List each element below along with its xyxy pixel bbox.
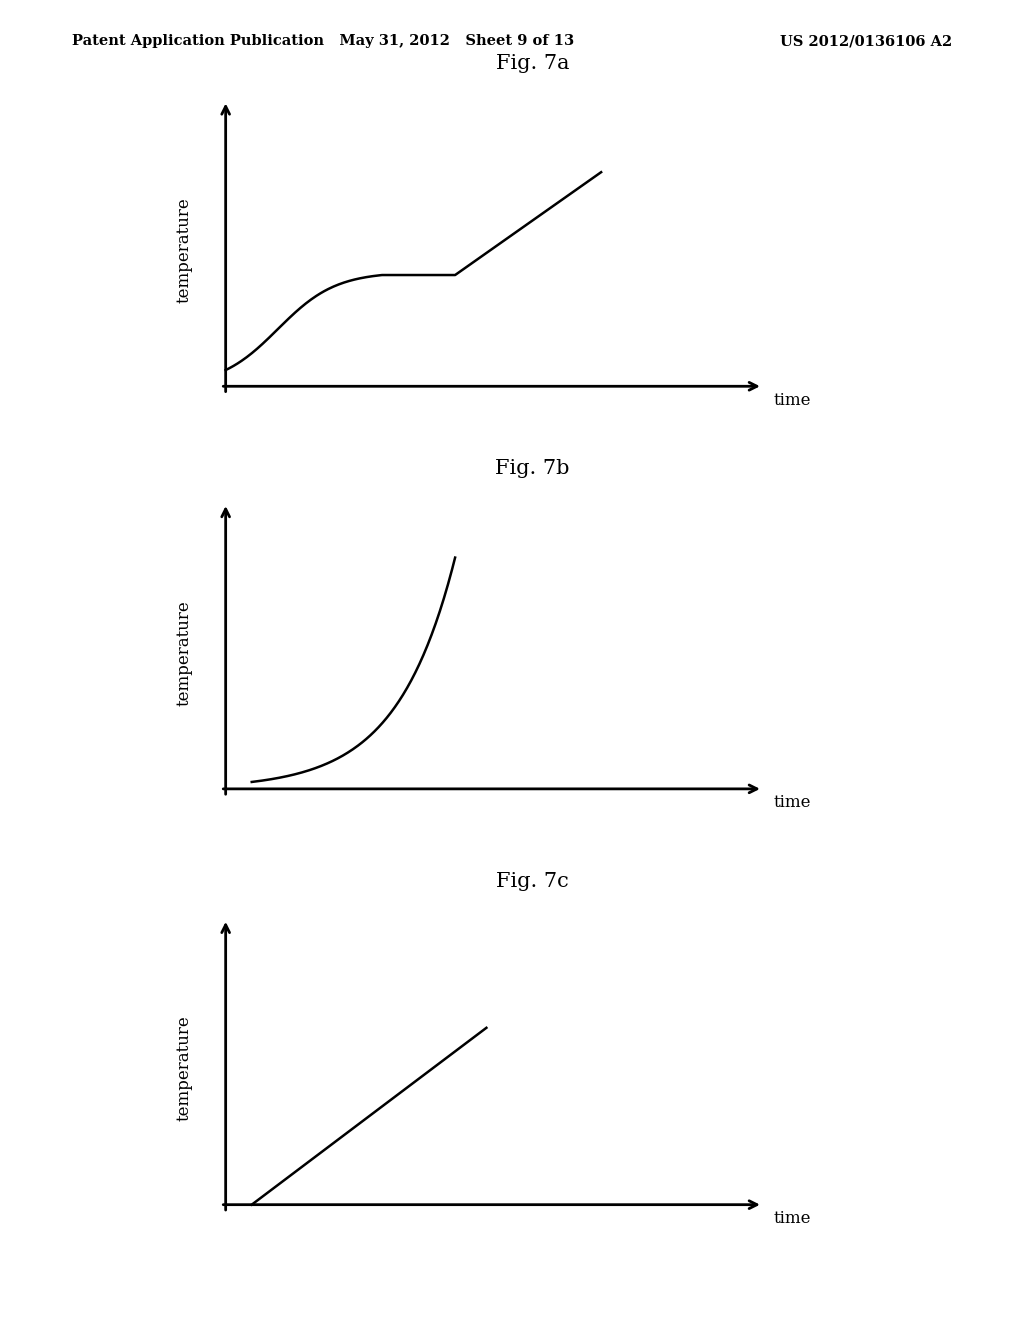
Text: Fig. 7b: Fig. 7b	[496, 459, 569, 478]
Text: Fig. 7a: Fig. 7a	[496, 54, 569, 73]
Text: time: time	[773, 392, 811, 409]
Text: temperature: temperature	[175, 601, 193, 706]
Text: time: time	[773, 1210, 811, 1228]
Text: temperature: temperature	[175, 1016, 193, 1122]
Text: Patent Application Publication   May 31, 2012   Sheet 9 of 13: Patent Application Publication May 31, 2…	[72, 34, 573, 49]
Text: Fig. 7c: Fig. 7c	[496, 873, 569, 891]
Text: time: time	[773, 795, 811, 812]
Text: temperature: temperature	[175, 198, 193, 304]
Text: US 2012/0136106 A2: US 2012/0136106 A2	[780, 34, 952, 49]
